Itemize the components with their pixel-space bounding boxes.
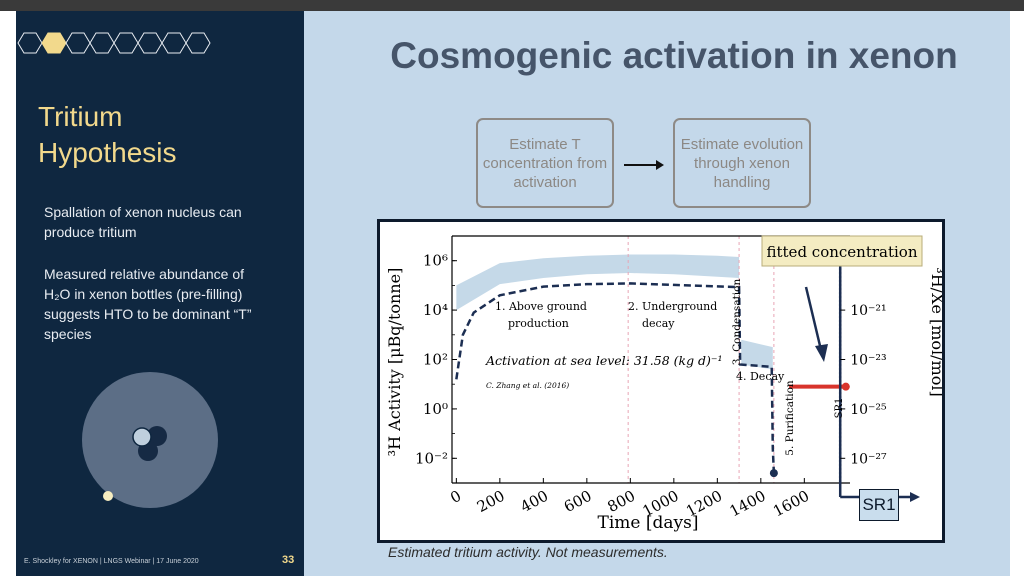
y-tick-label-0: 10⁰ [423,400,448,418]
annotation-sr1: SR1 [834,398,845,419]
right-axis-label: ³H/Xe [mol/mol] [928,267,942,396]
x-tick-label-800: 800 [604,487,638,516]
annotation-reference: C. Zhang et al. (2016) [486,381,569,390]
sidebar-paragraph-abundance: Measured relative abundance of H₂O in xe… [44,266,252,342]
x-tick-label-0: 0 [447,487,464,507]
flow-box-estimate-evolution: Estimate evolution through xenon handlin… [673,118,811,208]
annotation-decay: 4. Decay [736,370,785,383]
annotation-above-ground-line2: production [508,317,569,330]
page-number: 33 [282,554,295,566]
fitted-pointer-arrow [804,286,823,351]
fitted-endpoint-marker [841,382,850,391]
y-tick-label-4: 10⁴ [423,301,448,319]
x-axis-label: Time [days] [598,513,699,533]
x-tick-label-1400: 1400 [727,487,769,521]
chart-frame: 0 200 400 600 800 1000 1200 1400 1600 10⁻² 10⁰ 10² 1… [377,219,947,543]
atom-illustration-icon [82,372,218,508]
x-tick-label-600: 600 [561,487,595,516]
sidebar-title-line2: Hypothesis [38,137,177,168]
y-tick-label-6: 10⁶ [423,252,448,270]
uncertainty-band-1 [741,339,773,370]
y-tick-label-2: 10² [423,351,448,369]
sidebar-title: Tritium Hypothesis [38,99,177,171]
annotation-activation: Activation at sea level: 31.58 (kg d)⁻¹ [485,353,723,368]
annotation-underground-line2: decay [642,317,675,330]
hexagon-chain-icon [17,32,211,54]
y-axis-label: ³H Activity [μBq/tonne] [385,268,404,457]
activity-series-line [455,282,776,474]
uncertainty-band-0 [456,254,740,311]
tritium-activity-chart: 0 200 400 600 800 1000 1200 1400 160010⁻²10⁰10²1… [385,235,947,533]
chart-caption: Estimated tritium activity. Not measurem… [388,544,668,560]
main-panel: Cosmogenic activation in xenon Estimate … [304,11,1010,576]
flow-box-estimate-concentration: Estimate T concentration from activation [476,118,614,208]
annotation-underground-line1: 2. Underground [628,300,717,313]
fitted-concentration-box [761,235,923,267]
x-tick-label-1600: 1600 [770,487,812,521]
sidebar-paragraph-spallation: Spallation of xenon nucleus can produce … [44,204,242,240]
window-top-bar [0,0,1024,11]
fitted-concentration-label: fitted concentration [767,243,918,261]
x-tick-label-200: 200 [474,487,508,516]
sidebar-title-line1: Tritium [38,101,123,132]
right-tick-label-0: 10⁻²⁵ [850,402,887,418]
sr1-label-box: SR1 [859,489,899,521]
flow-arrow-icon [624,160,664,170]
right-margin [1010,11,1024,576]
slide-footer: E. Shockley for XENON | LNGS Webinar | 1… [24,558,199,565]
right-tick-label--2: 10⁻²⁷ [850,451,887,467]
right-tick-label-4: 10⁻²¹ [850,303,886,319]
annotation-above-ground-line1: 1. Above ground [495,300,587,313]
right-tick-label-2: 10⁻²³ [850,353,886,369]
sr1-arrow-head [910,492,920,502]
slide-title: Cosmogenic activation in xenon [390,35,958,76]
y-tick-label--2: 10⁻² [415,449,448,467]
fitted-pointer-arrowhead [815,344,828,362]
sidebar: Tritium Hypothesis Spallation of xenon n… [16,11,304,576]
annotation-purification: 5. Purification [784,380,796,456]
annotation-condensation: 3. Condensation [731,279,743,366]
purification-endpoint-marker [769,469,778,478]
left-margin [0,11,16,576]
x-tick-label-400: 400 [517,487,551,516]
